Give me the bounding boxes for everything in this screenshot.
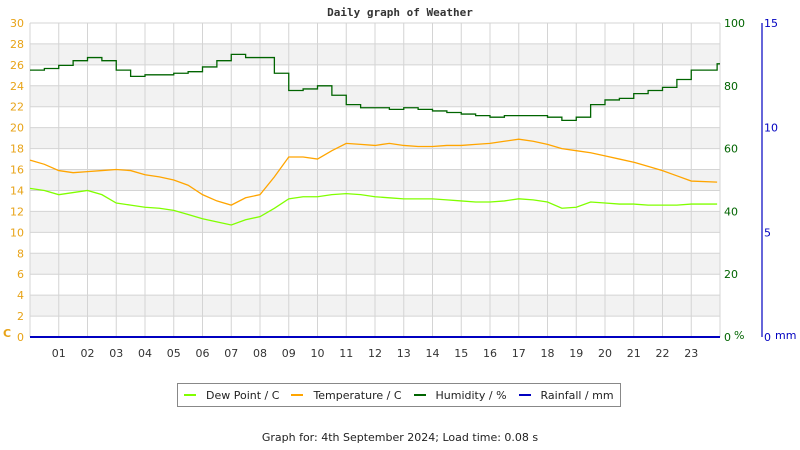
svg-text:12: 12 xyxy=(10,205,24,218)
svg-text:01: 01 xyxy=(52,347,66,360)
svg-text:10: 10 xyxy=(764,122,778,135)
humidity-axis-ticks: 20 40 60 80 100 0 xyxy=(724,17,745,344)
svg-text:16: 16 xyxy=(483,347,497,360)
svg-text:28: 28 xyxy=(10,38,24,51)
chart-legend: Dew Point / C Temperature / C Humidity /… xyxy=(177,383,621,407)
svg-text:20: 20 xyxy=(724,268,738,281)
svg-text:22: 22 xyxy=(10,101,24,114)
svg-text:21: 21 xyxy=(627,347,641,360)
legend-item-dew-point: Dew Point / C xyxy=(184,389,279,402)
svg-text:16: 16 xyxy=(10,164,24,177)
svg-text:07: 07 xyxy=(224,347,238,360)
svg-text:19: 19 xyxy=(569,347,583,360)
svg-text:0: 0 xyxy=(17,331,24,344)
svg-text:6: 6 xyxy=(17,268,24,281)
legend-item-humidity: Humidity / % xyxy=(413,388,507,402)
dew-point-c-line xyxy=(29,187,718,226)
temperature-axis-unit: C xyxy=(3,327,11,340)
svg-text:30: 30 xyxy=(10,17,24,30)
humidity-swatch-icon xyxy=(413,394,426,396)
svg-text:05: 05 xyxy=(167,347,181,360)
svg-text:4: 4 xyxy=(17,289,24,302)
rainfall-swatch-icon xyxy=(518,394,531,396)
svg-text:26: 26 xyxy=(10,59,24,72)
svg-text:15: 15 xyxy=(454,347,468,360)
svg-text:03: 03 xyxy=(109,347,123,360)
svg-text:0: 0 xyxy=(764,331,771,344)
humidity-line xyxy=(30,53,720,121)
svg-text:15: 15 xyxy=(764,17,778,30)
svg-text:23: 23 xyxy=(684,347,698,360)
svg-text:40: 40 xyxy=(724,205,738,218)
legend-label: Rainfall / mm xyxy=(540,388,614,402)
temperature-c-line xyxy=(29,138,718,206)
svg-text:18: 18 xyxy=(10,143,24,156)
svg-text:14: 14 xyxy=(10,184,24,197)
svg-text:22: 22 xyxy=(656,347,670,360)
legend-label: Temperature / C xyxy=(313,388,402,402)
svg-text:17: 17 xyxy=(512,347,526,360)
series-lines xyxy=(29,53,720,338)
svg-text:11: 11 xyxy=(339,347,353,360)
hour-axis-ticks: 01 02 03 04 05 06 07 08 09 10 11 12 13 14 15 16 17 18 19 20… xyxy=(52,347,699,360)
legend-item-temperature: Temperature / C xyxy=(291,388,402,402)
svg-text:80: 80 xyxy=(724,80,738,93)
rainfall-axis-ticks: 0 5 10 15 xyxy=(764,17,778,344)
svg-text:100: 100 xyxy=(724,17,745,30)
svg-text:18: 18 xyxy=(541,347,555,360)
dew-point-swatch-icon xyxy=(184,394,196,396)
legend-label: Dew Point / C xyxy=(206,388,280,402)
svg-text:08: 08 xyxy=(253,347,267,360)
temperature-swatch-icon xyxy=(291,394,304,396)
graph-footer: Graph for: 4th September 2024; Load time… xyxy=(261,431,539,444)
legend-label: Humidity / % xyxy=(435,388,507,402)
svg-text:06: 06 xyxy=(196,347,210,360)
svg-text:2: 2 xyxy=(17,310,24,323)
svg-text:0: 0 xyxy=(724,331,731,344)
legend-item-rainfall: Rainfall / mm xyxy=(518,388,614,402)
svg-text:14: 14 xyxy=(426,347,440,360)
svg-text:04: 04 xyxy=(138,347,152,360)
chart-title: Daily graph of Weather xyxy=(327,6,473,19)
svg-text:60: 60 xyxy=(724,143,738,156)
svg-text:02: 02 xyxy=(81,347,95,360)
svg-text:10: 10 xyxy=(10,226,24,239)
svg-text:13: 13 xyxy=(397,347,411,360)
svg-text:8: 8 xyxy=(17,247,24,260)
svg-text:20: 20 xyxy=(598,347,612,360)
humidity-axis-unit: % xyxy=(734,329,744,342)
svg-text:12: 12 xyxy=(368,347,382,360)
svg-text:10: 10 xyxy=(311,347,325,360)
rainfall-axis-unit: mm xyxy=(775,329,796,342)
svg-text:5: 5 xyxy=(764,226,771,239)
svg-text:24: 24 xyxy=(10,80,24,93)
svg-text:09: 09 xyxy=(282,347,296,360)
svg-text:20: 20 xyxy=(10,122,24,135)
